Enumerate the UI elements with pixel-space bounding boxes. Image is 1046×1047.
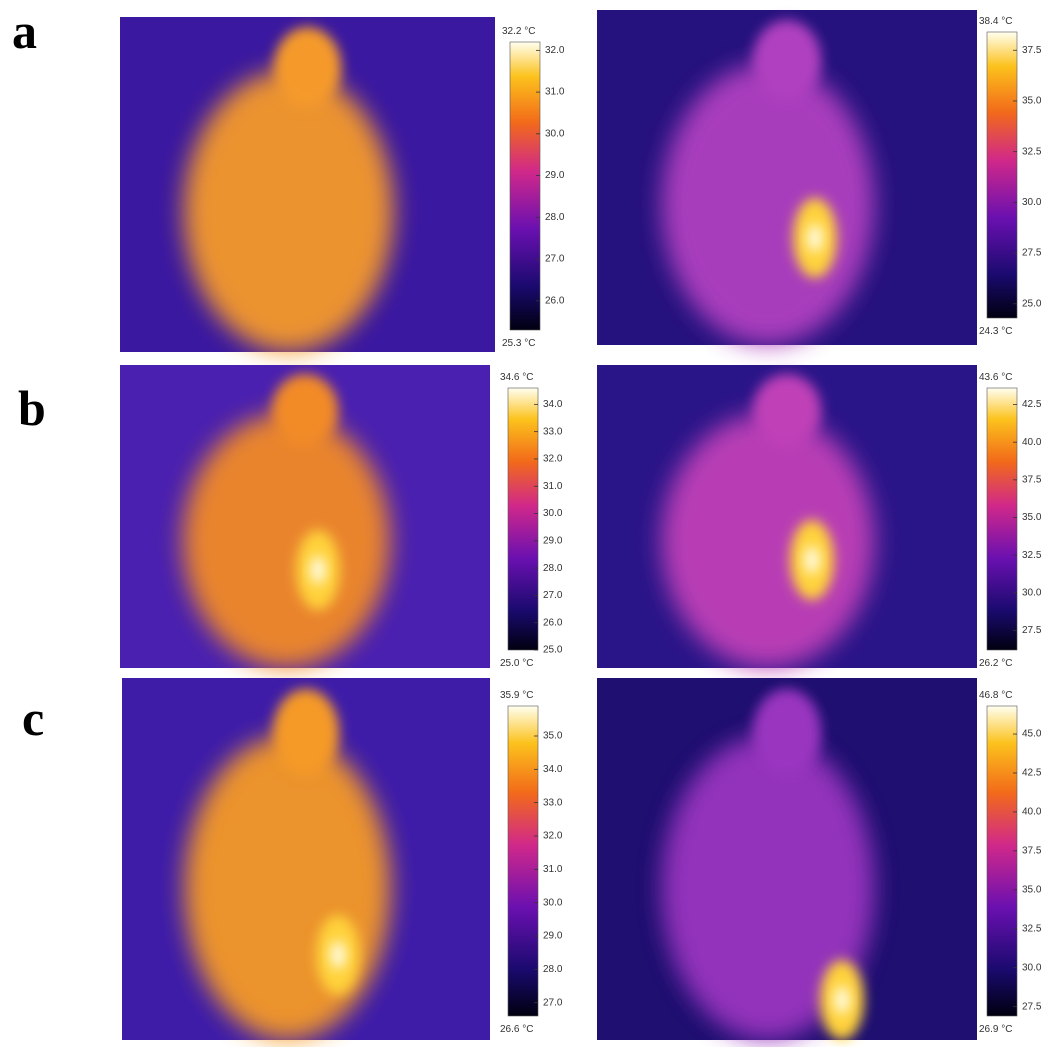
colorbar-max: 34.6 °C	[500, 372, 533, 383]
panel-label: c	[22, 690, 44, 746]
body-heat	[661, 735, 875, 1040]
body-heat	[661, 413, 875, 668]
colorbar-tick-label: 33.0	[543, 797, 563, 808]
colorbar-tick-label: 28.0	[545, 212, 565, 223]
colorbar-max: 32.2 °C	[502, 26, 535, 37]
colorbar-tick-label: 25.0	[1022, 298, 1042, 309]
head-heat	[752, 688, 822, 776]
colorbar-tick-label: 37.5	[1022, 45, 1042, 56]
colorbar-tick-label: 30.0	[545, 128, 565, 139]
colorbar-min: 26.9 °C	[979, 1024, 1012, 1035]
body-heat	[184, 735, 391, 1040]
colorbar-min: 26.6 °C	[500, 1024, 533, 1035]
colorbar-tick-label: 33.0	[543, 426, 563, 437]
head-heat	[752, 374, 822, 447]
head-heat	[272, 688, 340, 776]
colorbar-tick-label: 31.0	[543, 481, 563, 492]
panel-label: b	[18, 380, 46, 436]
colorbar-tick-label: 29.0	[545, 170, 565, 181]
colorbar-max: 35.9 °C	[500, 690, 533, 701]
colorbar-tick-label: 40.0	[1022, 437, 1042, 448]
thermal-image	[597, 10, 977, 345]
colorbar-tick-label: 34.0	[543, 764, 563, 775]
colorbar	[507, 705, 539, 1017]
colorbar-tick-label: 32.5	[1022, 550, 1042, 561]
thermal-image	[120, 17, 495, 352]
hot-core	[804, 546, 820, 574]
colorbar-tick-label: 32.0	[543, 831, 563, 842]
body-heat	[661, 63, 875, 345]
colorbar-tick-label: 32.0	[545, 45, 565, 56]
hot-core	[807, 224, 823, 252]
thermal-image	[120, 365, 490, 668]
thermal-image	[597, 365, 977, 668]
head-heat	[273, 27, 342, 108]
colorbar-tick-label: 40.0	[1022, 807, 1042, 818]
panel-label: a	[12, 3, 37, 59]
hot-core	[330, 941, 346, 969]
colorbar-tick-label: 35.0	[1022, 512, 1042, 523]
colorbar-tick-label: 34.0	[543, 399, 563, 410]
colorbar-tick-label: 31.0	[545, 87, 565, 98]
colorbar-tick-label: 37.5	[1022, 474, 1042, 485]
head-heat	[271, 374, 339, 447]
head-heat	[752, 20, 822, 101]
colorbar-tick-label: 27.5	[1022, 625, 1042, 636]
colorbar-tick-label: 27.5	[1022, 248, 1042, 259]
colorbar-max: 46.8 °C	[979, 690, 1012, 701]
colorbar-tick-label: 32.0	[543, 454, 563, 465]
colorbar	[986, 31, 1018, 319]
colorbar-tick-label: 25.0	[543, 645, 563, 656]
colorbar-tick-label: 26.0	[545, 295, 565, 306]
colorbar-tick-label: 32.5	[1022, 923, 1042, 934]
colorbar-tick-label: 28.0	[543, 964, 563, 975]
colorbar-tick-label: 27.0	[543, 997, 563, 1008]
colorbar-tick-label: 45.0	[1022, 729, 1042, 740]
colorbar-tick-label: 27.0	[545, 254, 565, 265]
colorbar-tick-label: 35.0	[1022, 884, 1042, 895]
colorbar-tick-label: 35.0	[1022, 96, 1042, 107]
hot-core	[310, 556, 326, 584]
colorbar-tick-label: 30.0	[1022, 197, 1042, 208]
colorbar-min: 26.2 °C	[979, 658, 1012, 669]
colorbar	[507, 387, 539, 651]
colorbar-tick-label: 29.0	[543, 535, 563, 546]
colorbar-tick-label: 27.0	[543, 590, 563, 601]
colorbar-tick-label: 29.0	[543, 931, 563, 942]
colorbar-min: 25.0 °C	[500, 658, 533, 669]
colorbar-min: 25.3 °C	[502, 338, 535, 349]
colorbar	[986, 387, 1018, 651]
colorbar-tick-label: 42.5	[1022, 399, 1042, 410]
colorbar-max: 43.6 °C	[979, 372, 1012, 383]
thermal-image	[122, 678, 490, 1040]
body-heat	[183, 70, 394, 352]
colorbar-tick-label: 26.0	[543, 617, 563, 628]
colorbar-tick-label: 31.0	[543, 864, 563, 875]
body-heat	[182, 413, 391, 668]
colorbar-tick-label: 32.5	[1022, 146, 1042, 157]
colorbar-tick-label: 30.0	[1022, 587, 1042, 598]
colorbar-min: 24.3 °C	[979, 326, 1012, 337]
colorbar-tick-label: 30.0	[543, 508, 563, 519]
colorbar-tick-label: 28.0	[543, 563, 563, 574]
colorbar-tick-label: 27.5	[1022, 1001, 1042, 1012]
colorbar-max: 38.4 °C	[979, 16, 1012, 27]
colorbar-tick-label: 30.0	[543, 897, 563, 908]
colorbar-tick-label: 35.0	[543, 731, 563, 742]
thermal-image	[597, 678, 977, 1040]
colorbar	[986, 705, 1018, 1017]
colorbar-tick-label: 30.0	[1022, 962, 1042, 973]
hot-core	[834, 986, 850, 1014]
colorbar	[509, 41, 541, 331]
colorbar-tick-label: 42.5	[1022, 768, 1042, 779]
colorbar-tick-label: 37.5	[1022, 846, 1042, 857]
